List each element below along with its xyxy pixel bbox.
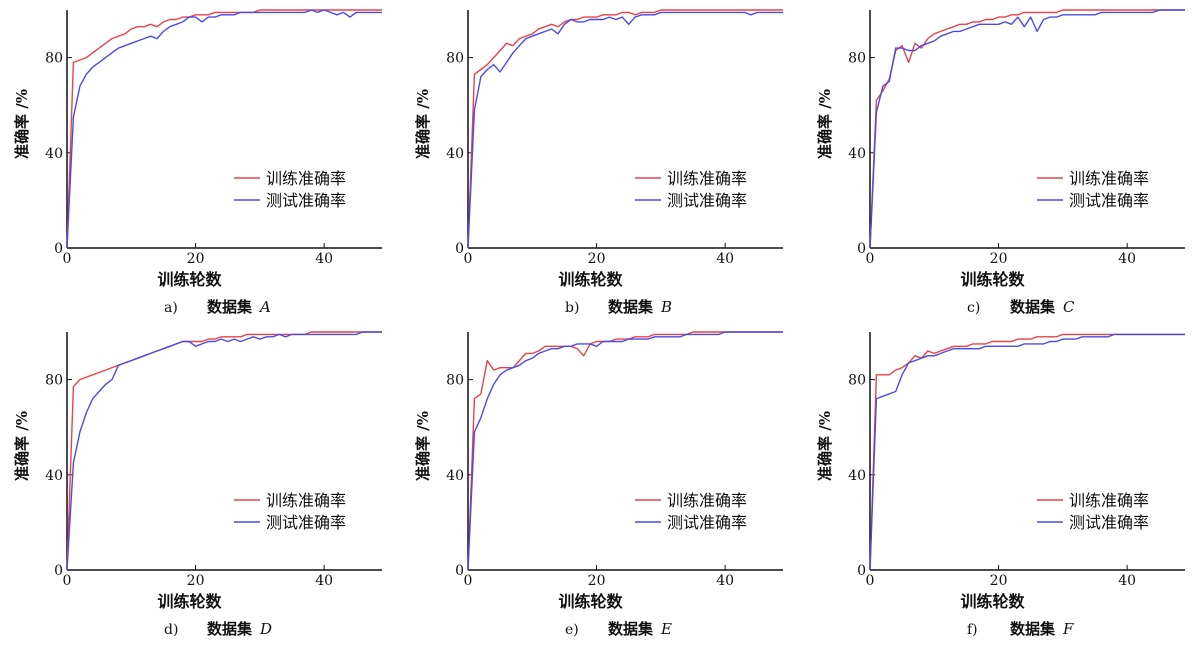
y-tick-label: 40	[446, 146, 464, 162]
caption-var: F	[1062, 620, 1074, 638]
x-tick-label: 20	[588, 573, 606, 589]
y-tick-label: 80	[45, 51, 63, 67]
x-axis-label: 训练轮数	[558, 270, 623, 289]
series-line-test	[869, 9, 1185, 249]
caption-var: B	[660, 298, 672, 316]
caption-text: 数据集	[1010, 620, 1056, 638]
y-tick-label: 40	[848, 146, 866, 162]
x-tick-label: 0	[63, 251, 72, 267]
legend-label-train: 训练准确率	[667, 169, 747, 188]
x-tick-label: 0	[464, 573, 473, 589]
caption-var: C	[1063, 298, 1075, 316]
y-tick-label: 40	[45, 146, 63, 162]
y-tick-label: 80	[446, 373, 464, 389]
legend-label-test: 测试准确率	[266, 513, 346, 532]
y-axis-label: 准确率 /%	[414, 411, 432, 481]
x-tick-label: 0	[866, 251, 875, 267]
x-tick-label: 0	[464, 251, 473, 267]
legend-label-test: 测试准确率	[266, 191, 346, 210]
series-line-test	[869, 333, 1185, 571]
x-tick-label: 40	[1118, 573, 1136, 589]
series-line-train	[66, 331, 382, 571]
legend-label-test: 测试准确率	[1069, 513, 1149, 532]
caption-label: e)	[565, 622, 579, 638]
legend-label-test: 测试准确率	[1069, 191, 1149, 210]
caption-label: d)	[164, 622, 178, 638]
series-line-test	[467, 331, 783, 571]
x-axis-label: 训练轮数	[558, 592, 623, 611]
legend-label-train: 训练准确率	[1069, 169, 1149, 188]
x-tick-label: 20	[990, 573, 1008, 589]
caption-text: 数据集	[608, 298, 654, 316]
y-tick-label: 0	[54, 563, 63, 579]
caption-var: E	[660, 620, 672, 638]
y-tick-label: 80	[848, 373, 866, 389]
y-tick-label: 40	[848, 468, 866, 484]
caption-text: 数据集	[1010, 298, 1056, 316]
x-tick-label: 20	[187, 251, 205, 267]
y-tick-label: 80	[446, 51, 464, 67]
caption-label: c)	[967, 300, 980, 316]
legend-label-train: 训练准确率	[1069, 491, 1149, 510]
x-axis-label: 训练轮数	[157, 592, 222, 611]
caption-var: A	[258, 298, 271, 316]
series-line-train	[467, 331, 783, 571]
caption-label: b)	[565, 300, 579, 316]
y-tick-label: 0	[54, 241, 63, 257]
x-tick-label: 40	[716, 573, 734, 589]
x-axis-label: 训练轮数	[960, 592, 1025, 611]
x-tick-label: 0	[866, 573, 875, 589]
y-tick-label: 40	[446, 468, 464, 484]
series-line-test	[66, 331, 382, 571]
caption-text: 数据集	[207, 298, 253, 316]
x-tick-label: 20	[187, 573, 205, 589]
series-line-test	[467, 11, 783, 249]
x-tick-label: 20	[588, 251, 606, 267]
y-tick-label: 80	[848, 51, 866, 67]
caption-text: 数据集	[207, 620, 253, 638]
legend-label-test: 测试准确率	[667, 191, 747, 210]
x-axis-label: 训练轮数	[157, 270, 222, 289]
y-tick-label: 0	[455, 241, 464, 257]
legend-label-train: 训练准确率	[266, 169, 346, 188]
series-line-train	[66, 9, 382, 249]
x-tick-label: 20	[990, 251, 1008, 267]
legend-label-train: 训练准确率	[266, 491, 346, 510]
caption-label: f)	[967, 622, 978, 638]
series-line-train	[869, 333, 1185, 571]
caption-var: D	[259, 620, 272, 638]
x-axis-label: 训练轮数	[960, 270, 1025, 289]
x-tick-label: 40	[315, 251, 333, 267]
caption-text: 数据集	[608, 620, 654, 638]
y-axis-label: 准确率 /%	[414, 89, 432, 159]
y-axis-label: 准确率 /%	[816, 411, 834, 481]
series-line-train	[467, 9, 783, 249]
y-axis-label: 准确率 /%	[816, 89, 834, 159]
y-tick-label: 80	[45, 373, 63, 389]
x-tick-label: 40	[716, 251, 734, 267]
y-tick-label: 0	[857, 563, 866, 579]
y-tick-label: 0	[857, 241, 866, 257]
y-axis-label: 准确率 /%	[13, 89, 31, 159]
y-axis-label: 准确率 /%	[13, 411, 31, 481]
legend-label-train: 训练准确率	[667, 491, 747, 510]
x-tick-label: 40	[315, 573, 333, 589]
x-tick-label: 0	[63, 573, 72, 589]
y-tick-label: 40	[45, 468, 63, 484]
y-tick-label: 0	[455, 563, 464, 579]
series-line-test	[66, 9, 382, 249]
caption-label: a)	[164, 300, 178, 316]
x-tick-label: 40	[1118, 251, 1136, 267]
legend-label-test: 测试准确率	[667, 513, 747, 532]
series-line-train	[869, 9, 1185, 249]
